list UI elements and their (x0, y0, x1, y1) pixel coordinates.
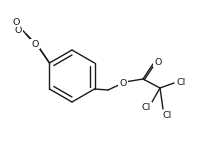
Text: O: O (31, 39, 39, 49)
Text: O: O (31, 39, 39, 49)
Text: O: O (12, 17, 19, 26)
Text: O: O (31, 39, 39, 49)
Text: Cl: Cl (176, 78, 186, 86)
Text: Cl: Cl (141, 103, 151, 112)
Text: O: O (14, 26, 22, 34)
Text: Cl: Cl (162, 110, 172, 119)
Text: O: O (31, 39, 39, 49)
Text: O: O (119, 78, 127, 88)
Text: O: O (154, 58, 162, 67)
Text: O: O (154, 58, 162, 67)
